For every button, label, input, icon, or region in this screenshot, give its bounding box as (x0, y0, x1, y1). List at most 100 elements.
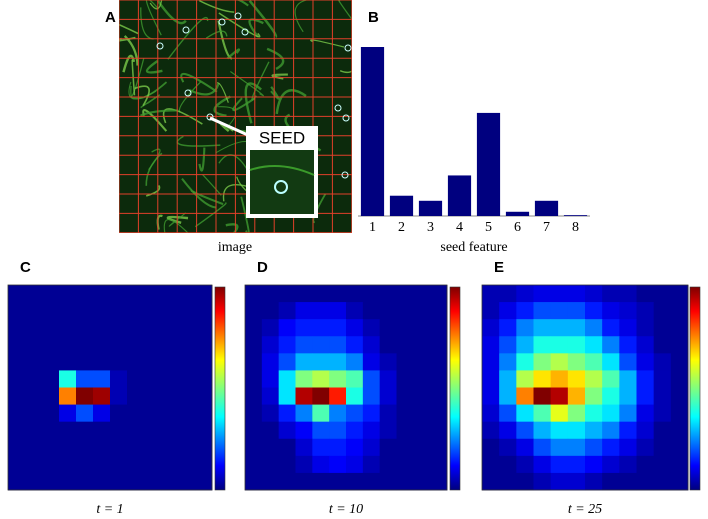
heat-cell (178, 404, 196, 423)
heat-cell (329, 370, 347, 388)
heat-cell (482, 455, 500, 474)
heat-cell (619, 404, 637, 423)
heat-cell (76, 472, 94, 491)
bar (360, 47, 385, 216)
heat-cell (8, 302, 26, 320)
heat-cell (602, 285, 620, 303)
heat-cell (127, 387, 145, 405)
heat-cell (516, 404, 534, 423)
heat-cell (585, 353, 603, 371)
heat-cell (516, 302, 534, 320)
heat-cell (195, 472, 213, 491)
heat-cell (567, 387, 586, 405)
heat-cell (379, 387, 397, 405)
heat-cell (482, 336, 500, 354)
heat-cell (413, 285, 431, 303)
heat-cell (161, 319, 179, 337)
heat-cell (430, 319, 448, 337)
heat-cell (261, 438, 280, 457)
heat-cell (144, 404, 162, 423)
heat-cell (161, 370, 179, 388)
heat-cell (8, 404, 26, 423)
heat-cell (379, 285, 397, 303)
heat-cell (261, 319, 280, 337)
fiber (244, 82, 262, 124)
heat-cell (127, 472, 145, 491)
heat-cell (42, 472, 60, 491)
heat-cell (261, 302, 280, 320)
fiber (149, 0, 163, 10)
heat-cell (161, 302, 179, 320)
x-tick-label: 2 (398, 220, 405, 235)
heat-cell (413, 472, 431, 491)
heat-cell (127, 455, 145, 474)
x-tick-label: 4 (456, 220, 463, 235)
heat-cell (178, 421, 196, 440)
heat-cell (619, 472, 637, 491)
heat-cell (499, 353, 517, 371)
heat-cell (178, 472, 196, 491)
heat-cell (245, 387, 263, 405)
heat-cell (567, 438, 586, 457)
heat-cell (499, 472, 517, 491)
heat-cell (178, 438, 196, 457)
heat-cell (178, 302, 196, 320)
heat-cell (295, 472, 313, 491)
heat-cell (25, 353, 43, 371)
heat-cell (25, 370, 43, 388)
heat-cell (636, 387, 655, 405)
heat-cell (482, 438, 500, 457)
heat-cell (482, 472, 500, 491)
heat-cell (567, 302, 586, 320)
heat-cell (533, 387, 552, 405)
heat-cell (379, 353, 397, 371)
heat-cell (178, 455, 196, 474)
heat-cell (312, 472, 330, 491)
heat-cell (430, 472, 448, 491)
heat-cell (261, 404, 280, 423)
x-tick-label: 1 (369, 220, 376, 235)
heat-cell (312, 336, 330, 354)
heat-cell (499, 285, 517, 303)
fiber (194, 202, 227, 228)
panel-label: D (257, 259, 268, 276)
heat-cell (312, 455, 330, 474)
heat-cell (499, 404, 517, 423)
heat-cell (670, 302, 689, 320)
heat-cell (670, 387, 689, 405)
heat-cell (195, 353, 213, 371)
heat-cell (127, 404, 145, 423)
heat-cell (619, 387, 637, 405)
fiber (181, 178, 217, 209)
heat-cell (550, 421, 569, 440)
heat-cell (482, 285, 500, 303)
heat-cell (413, 421, 431, 440)
heat-cell (516, 285, 534, 303)
heat-cell (144, 285, 162, 303)
heat-cell (93, 421, 111, 440)
heat-cell (516, 421, 534, 440)
seed-candidate (218, 18, 226, 26)
heat-cell (278, 404, 296, 423)
heat-cell (76, 370, 94, 388)
seed-candidate (184, 89, 192, 97)
heat-cell (110, 421, 128, 440)
heat-cell (8, 421, 26, 440)
heat-cell (110, 438, 128, 457)
bar (563, 215, 588, 216)
heat-cell (93, 353, 111, 371)
heat-cell (602, 387, 620, 405)
heat-cell (346, 285, 364, 303)
heat-cell (413, 370, 431, 388)
fiber (167, 16, 209, 60)
heat-cell (550, 455, 569, 474)
heat-cell (178, 336, 196, 354)
heat-cell (670, 472, 689, 491)
heat-cell (295, 319, 313, 337)
heat-cell (653, 353, 672, 371)
heat-cell (144, 438, 162, 457)
heat-cell (567, 353, 586, 371)
heat-cell (42, 404, 60, 423)
heat-cell (93, 336, 111, 354)
heat-cell (516, 336, 534, 354)
